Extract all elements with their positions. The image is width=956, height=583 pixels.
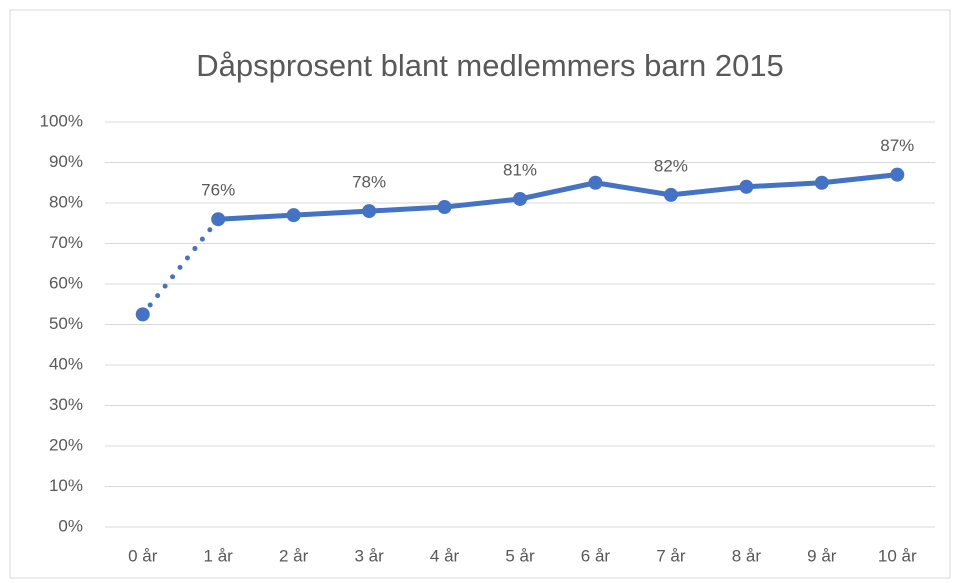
x-tick-label: 1 år [204, 546, 234, 565]
data-point [135, 307, 150, 322]
data-label: 87% [880, 136, 914, 155]
y-tick-label: 70% [49, 233, 83, 252]
x-tick-label: 7 år [656, 546, 686, 565]
x-tick-label: 5 år [505, 546, 535, 565]
x-tick-label: 2 år [279, 546, 309, 565]
y-tick-label: 10% [49, 476, 83, 495]
x-tick-label: 8 år [732, 546, 762, 565]
data-point [362, 204, 377, 219]
dotted-line [140, 216, 221, 317]
data-point [890, 167, 905, 182]
y-tick-label: 50% [49, 314, 83, 333]
data-label: 76% [201, 181, 235, 200]
data-label: 82% [654, 156, 688, 175]
data-label: 78% [352, 173, 386, 192]
x-tick-label: 0 år [128, 546, 158, 565]
data-label: 81% [503, 160, 537, 179]
x-tick-label: 3 år [354, 546, 384, 565]
data-point [286, 208, 301, 223]
data-line [218, 172, 898, 222]
data-point [437, 200, 452, 215]
y-tick-label: 80% [49, 192, 83, 211]
y-tick-label: 40% [49, 354, 83, 373]
chart-title: Dåpsprosent blant medlemmers barn 2015 [196, 48, 784, 83]
x-tick-label: 6 år [581, 546, 611, 565]
x-tick-label: 4 år [430, 546, 460, 565]
data-point [814, 175, 829, 190]
data-point [211, 212, 226, 227]
y-tick-label: 90% [49, 152, 83, 171]
y-tick-label: 20% [49, 435, 83, 454]
x-tick-label: 10 år [878, 546, 917, 565]
data-point [588, 175, 603, 190]
x-tick-label: 9 år [807, 546, 837, 565]
data-point [513, 191, 527, 206]
y-tick-label: 60% [49, 273, 83, 292]
y-tick-label: 100% [40, 111, 83, 130]
y-tick-label: 0% [58, 516, 83, 535]
chart-border [9, 9, 951, 579]
data-point [663, 187, 678, 202]
y-tick-label: 30% [49, 395, 83, 414]
data-point [739, 179, 754, 194]
